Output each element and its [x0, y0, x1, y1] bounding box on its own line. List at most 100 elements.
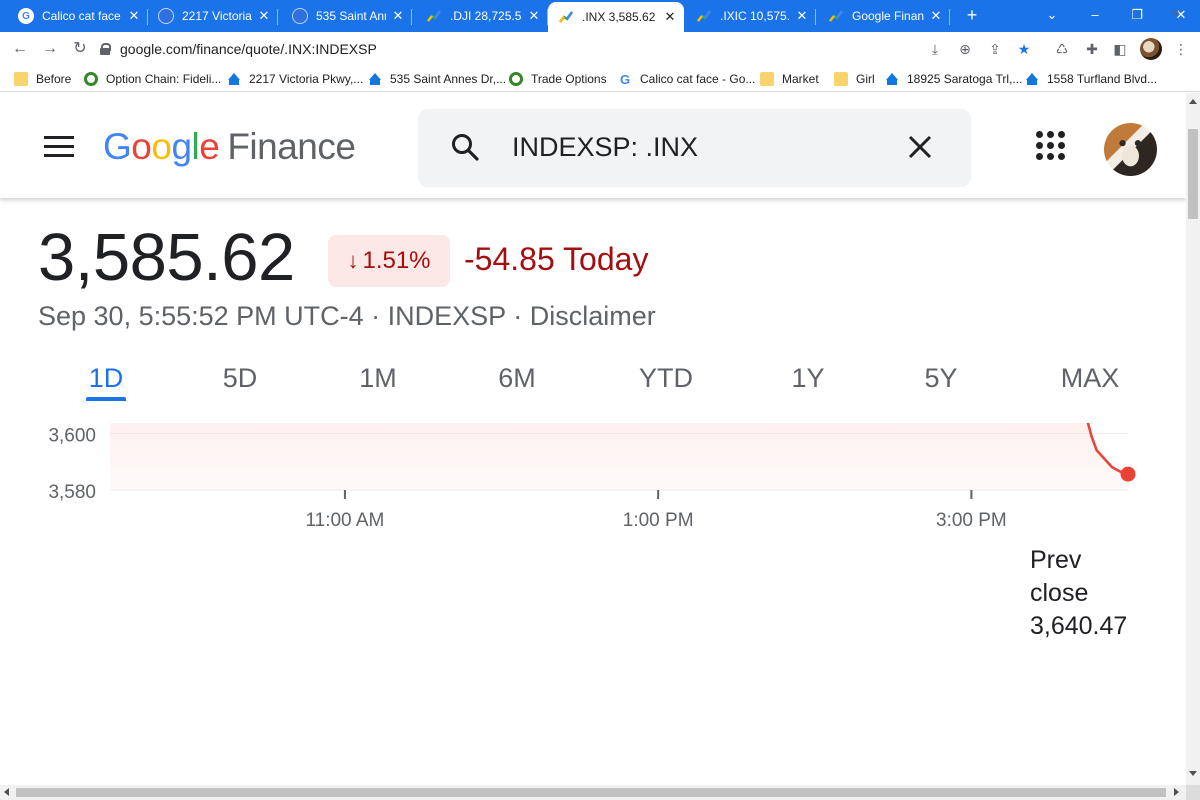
bookmark-item[interactable]: 1558 Turfland Blvd... — [1025, 70, 1157, 88]
hamburger-menu-icon[interactable] — [44, 136, 74, 158]
extensions-icon[interactable]: ✚ — [1086, 41, 1098, 57]
folder-icon — [760, 72, 774, 86]
tab-title[interactable]: .IXIC 10,575.62 — [720, 9, 790, 23]
browser-tab[interactable]: 535 Saint Anne ✕ — [282, 2, 412, 30]
x-tick-label: 3:00 PM — [936, 510, 1007, 531]
prev-close-label: close — [1030, 579, 1088, 607]
account-avatar[interactable] — [1104, 123, 1157, 176]
menu-kebab-icon[interactable]: ⋮ — [1174, 41, 1188, 57]
x-tick-label: 11:00 AM — [305, 510, 384, 531]
tab-close-icon[interactable]: ✕ — [392, 8, 404, 23]
app-header: Google Finance INDEXSP: .INX — [0, 93, 1186, 198]
search-icon[interactable] — [450, 132, 480, 162]
tab-title[interactable]: .DJI 28,725.51 ( — [450, 9, 522, 23]
horizontal-scroll-thumb[interactable] — [16, 788, 1166, 797]
fidelity-icon — [509, 72, 523, 86]
close-window-icon[interactable]: ✕ — [1175, 7, 1187, 22]
lock-icon[interactable] — [100, 43, 111, 55]
search-input[interactable]: INDEXSP: .INX — [512, 132, 699, 162]
browser-tab[interactable]: Google Finance ✕ — [818, 2, 950, 30]
range-tab-6m[interactable]: 6M — [498, 363, 536, 393]
browser-tab[interactable]: .IXIC 10,575.62 ✕ — [686, 2, 816, 30]
tab-close-icon[interactable]: ✕ — [528, 8, 540, 23]
vertical-scroll-thumb[interactable] — [1188, 129, 1198, 219]
last-price-dot — [1120, 466, 1136, 482]
tab-close-icon[interactable]: ✕ — [128, 8, 140, 23]
tab-close-icon[interactable]: ✕ — [796, 8, 808, 23]
tab-title[interactable]: 2217 Victoria P — [182, 9, 252, 23]
profile-avatar[interactable] — [1140, 38, 1162, 60]
range-tab-ytd[interactable]: YTD — [639, 363, 693, 393]
tab-title[interactable]: .INX 3,585.62 ( — [582, 10, 658, 24]
scroll-right-icon[interactable] — [1174, 788, 1179, 796]
bookmark-star-icon[interactable]: ★ — [1017, 41, 1031, 57]
bookmark-label: Girl — [856, 72, 875, 86]
tab-title[interactable]: Calico cat face — [42, 9, 121, 23]
google-icon: G — [18, 8, 34, 24]
side-panel-icon[interactable]: ◧ — [1113, 41, 1127, 57]
tab-title[interactable]: 535 Saint Anne — [316, 9, 386, 23]
range-tab-1d[interactable]: 1D — [88, 363, 124, 393]
bookmark-item[interactable]: G Calico cat face - Go... — [618, 70, 755, 88]
google-apps-icon[interactable] — [1036, 131, 1066, 161]
share-icon[interactable]: ⇪ — [989, 41, 1001, 57]
range-tab-5y[interactable]: 5Y — [924, 363, 958, 393]
browser-tab[interactable]: .INX 3,585.62 ( ✕ — [548, 2, 684, 32]
range-tab-1m[interactable]: 1M — [359, 363, 397, 393]
fidelity-icon — [84, 72, 98, 86]
restore-icon[interactable]: ❐ — [1131, 7, 1143, 22]
tab-close-icon[interactable]: ✕ — [258, 8, 270, 23]
zoom-icon[interactable]: ⊕ — [959, 41, 971, 57]
minimize-icon[interactable]: – — [1091, 7, 1099, 22]
folder-icon — [14, 72, 28, 86]
browser-tab[interactable]: .DJI 28,725.51 ( ✕ — [416, 2, 548, 30]
tab-title[interactable]: Google Finance — [852, 9, 924, 23]
bookmark-item[interactable]: Before — [14, 70, 71, 88]
x-tick-label: 1:00 PM — [623, 510, 694, 531]
price-point — [1111, 466, 1113, 468]
bookmark-item[interactable]: Girl — [834, 70, 875, 88]
google-finance-icon — [558, 9, 574, 25]
bookmark-item[interactable]: Trade Options — [509, 70, 607, 88]
scroll-down-icon[interactable] — [1189, 771, 1197, 776]
price-area — [110, 423, 1128, 490]
tab-search-icon[interactable]: ⌄ — [1046, 7, 1058, 22]
range-tab-max[interactable]: MAX — [1060, 363, 1120, 393]
address-bar[interactable]: google.com/finance/quote/.INX:INDEXSP — [100, 36, 942, 62]
bookmark-item[interactable]: 535 Saint Annes Dr,... — [368, 70, 506, 88]
bookmarks-more-icon[interactable]: » — [1172, 4, 1180, 19]
vertical-scrollbar[interactable] — [1186, 93, 1200, 785]
range-tab-1y[interactable]: 1Y — [791, 363, 825, 393]
google-icon: G — [619, 71, 631, 87]
google-finance-logo[interactable]: Google Finance — [103, 126, 356, 167]
bookmark-item[interactable]: 2217 Victoria Pkwy,... — [227, 70, 363, 88]
new-tab-button[interactable]: + — [966, 5, 978, 25]
recycle-extension-icon[interactable]: ♺ — [1055, 41, 1069, 57]
clear-search-icon[interactable] — [906, 133, 934, 161]
scroll-left-icon[interactable] — [4, 788, 9, 796]
browser-tab[interactable]: 2217 Victoria P ✕ — [148, 2, 278, 30]
browser-tab[interactable]: G Calico cat face ✕ — [8, 2, 148, 30]
bookmark-label: Calico cat face - Go... — [640, 72, 756, 86]
search-box[interactable]: INDEXSP: .INX — [418, 109, 971, 187]
tab-close-icon[interactable]: ✕ — [664, 9, 676, 24]
zillow-icon — [158, 8, 174, 24]
scroll-up-icon[interactable] — [1189, 99, 1197, 104]
bookmark-item[interactable]: Market — [760, 70, 819, 88]
range-tab-5d[interactable]: 5D — [222, 363, 258, 393]
forward-icon[interactable]: → — [42, 40, 58, 57]
reload-icon[interactable]: ↻ — [73, 40, 87, 57]
bookmark-item[interactable]: 18925 Saratoga Trl,... — [885, 70, 1022, 88]
url-text[interactable]: google.com/finance/quote/.INX:INDEXSP — [120, 41, 377, 57]
bookmark-item[interactable]: Option Chain: Fideli... — [84, 70, 221, 88]
horizontal-scrollbar[interactable] — [0, 785, 1186, 800]
install-icon[interactable]: ⤓ — [931, 41, 939, 57]
tab-close-icon[interactable]: ✕ — [930, 8, 942, 23]
bookmark-label: 535 Saint Annes Dr,... — [390, 72, 507, 86]
bookmark-label: Before — [36, 72, 72, 86]
bookmark-label: Option Chain: Fideli... — [106, 72, 222, 86]
bookmark-label: 2217 Victoria Pkwy,... — [249, 72, 364, 86]
back-icon[interactable]: ← — [12, 40, 28, 57]
